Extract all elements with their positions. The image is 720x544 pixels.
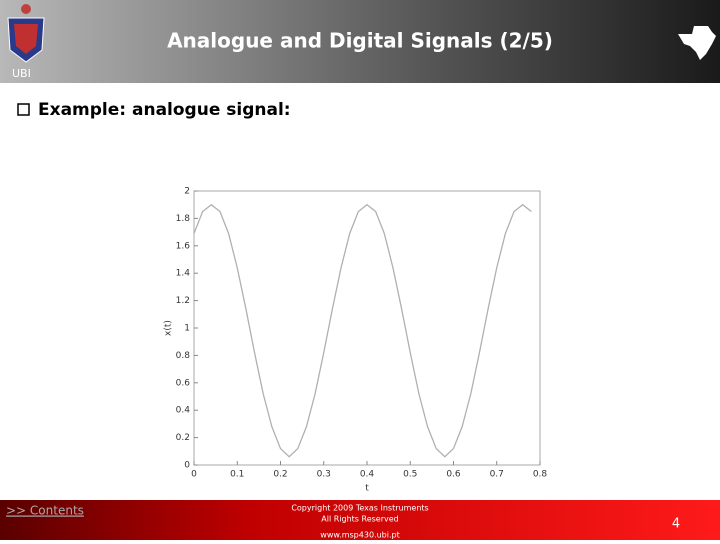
- y-tick-label: 0.4: [176, 406, 191, 416]
- x-tick-label: 0: [191, 470, 197, 480]
- chart: 0 0.2 0.4 0.6 0.8 1 1.2 1.4 1.6 1.8 2 0 0.1 0.2 0.3 0.4…: [164, 187, 548, 494]
- x-tick-label: 0.8: [533, 470, 548, 480]
- x-tick-label: 0.2: [273, 470, 287, 480]
- x-tick-label: 0.7: [490, 470, 504, 480]
- y-tick-label: 2: [184, 187, 190, 197]
- bullet-text: Example: analogue signal:: [38, 100, 291, 120]
- page-number: 4: [672, 517, 680, 532]
- signal-line: [193, 203, 532, 458]
- x-tick-label: 0.5: [403, 470, 417, 480]
- copyright: All Rights Reserved: [321, 515, 398, 524]
- ubi-logo: [7, 4, 45, 63]
- x-tick-label: 0.1: [230, 470, 244, 480]
- x-tick-label: 0.3: [317, 470, 331, 480]
- header-bar: [0, 0, 720, 83]
- footer-bar: [0, 500, 720, 540]
- x-axis-label: t: [365, 484, 369, 494]
- y-tick-label: 1.2: [176, 296, 190, 306]
- y-axis-label: x(t): [164, 320, 174, 336]
- y-tick-label: 1: [184, 324, 190, 334]
- contents-link[interactable]: >> Contents: [6, 504, 84, 518]
- logo-text: UBI: [12, 67, 31, 80]
- y-tick-label: 0.8: [176, 351, 191, 361]
- bullet-icon: [17, 103, 30, 116]
- y-tick-label: 1.4: [176, 269, 191, 279]
- y-tick-label: 0: [184, 461, 190, 471]
- y-tick-label: 0.2: [176, 433, 190, 443]
- x-tick-label: 0.4: [360, 470, 375, 480]
- footer-url: www.msp430.ubi.pt: [320, 531, 399, 540]
- y-tick-label: 0.6: [176, 378, 191, 388]
- x-tick-label: 0.6: [446, 470, 461, 480]
- y-tick-label: 1.8: [176, 214, 191, 224]
- copyright: Copyright 2009 Texas Instruments: [291, 504, 428, 513]
- plot-frame: [193, 190, 541, 466]
- ti-logo: [678, 26, 716, 60]
- y-tick-label: 1.6: [176, 241, 191, 251]
- slide-title: Analogue and Digital Signals (2/5): [167, 29, 553, 53]
